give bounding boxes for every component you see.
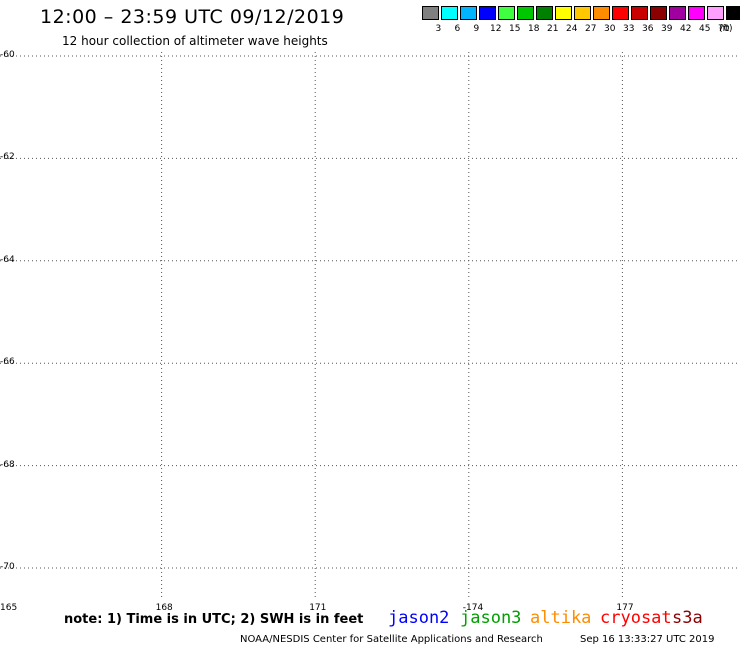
legend-label: 45	[699, 24, 711, 34]
satellite-cryosat: cryosat	[600, 608, 672, 628]
lat-tick-label: -66	[0, 357, 15, 368]
legend-label: 39	[661, 24, 673, 34]
legend-label: 3	[435, 24, 442, 34]
legend-label: 18	[528, 24, 540, 34]
legend-swatch	[517, 6, 534, 20]
legend-swatch	[422, 6, 439, 20]
legend-label: 6	[454, 24, 461, 34]
legend-swatch	[574, 6, 591, 20]
legend-label: 12	[490, 24, 502, 34]
satellite-jason3: jason3	[460, 608, 522, 628]
legend-swatch	[631, 6, 648, 20]
legend-swatch	[460, 6, 477, 20]
legend-swatch	[593, 6, 610, 20]
lat-tick-label: -70	[0, 562, 15, 572]
legend-swatch	[536, 6, 553, 20]
legend-swatch	[441, 6, 458, 20]
satellite-jason2: jason2	[388, 608, 450, 628]
legend-label: 9	[473, 24, 480, 34]
legend-swatch	[726, 6, 740, 20]
legend-label: 42	[680, 24, 692, 34]
lon-tick-label: 165	[0, 603, 18, 613]
lat-tick-label: -62	[0, 152, 15, 163]
lon-tick-label: 171	[309, 603, 327, 613]
legend-swatch	[650, 6, 667, 20]
lon-tick-label: -174	[462, 603, 484, 613]
legend-swatch	[479, 6, 496, 20]
legend-unit: (ft)	[719, 24, 733, 34]
legend-label: 24	[566, 24, 578, 34]
legend-swatch	[688, 6, 705, 20]
lat-tick-label: -60	[0, 50, 15, 60]
legend-label: 21	[547, 24, 559, 34]
page-subtitle: 12 hour collection of altimeter wave hei…	[62, 34, 328, 48]
legend-label: 30	[604, 24, 616, 34]
legend-swatch	[612, 6, 629, 20]
legend-label: 33	[623, 24, 635, 34]
lon-tick-label: 168	[155, 603, 173, 613]
footer-credit: NOAA/NESDIS Center for Satellite Applica…	[240, 634, 543, 645]
legend-swatch	[669, 6, 686, 20]
lon-tick-label: 177	[616, 603, 634, 613]
footer-timestamp: Sep 16 13:33:27 UTC 2019	[580, 634, 715, 645]
lat-tick-label: -64	[0, 254, 15, 265]
wave-height-map: 20.4822211809181021.8421.5521.3821.6122.…	[0, 52, 740, 600]
units-note: note: 1) Time is in UTC; 2) SWH is in fe…	[64, 612, 364, 627]
legend-label: 36	[642, 24, 654, 34]
legend-label: 70	[718, 24, 730, 34]
legend-swatch	[498, 6, 515, 20]
satellite-altika: altika	[530, 608, 592, 628]
legend-label: 15	[509, 24, 521, 34]
satellite-s3a: s3a	[672, 608, 703, 628]
legend-swatch	[555, 6, 572, 20]
page-title: 12:00 – 23:59 UTC 09/12/2019	[40, 6, 345, 28]
lat-tick-label: -68	[0, 459, 15, 470]
legend-swatch	[707, 6, 724, 20]
legend-label: 27	[585, 24, 597, 34]
